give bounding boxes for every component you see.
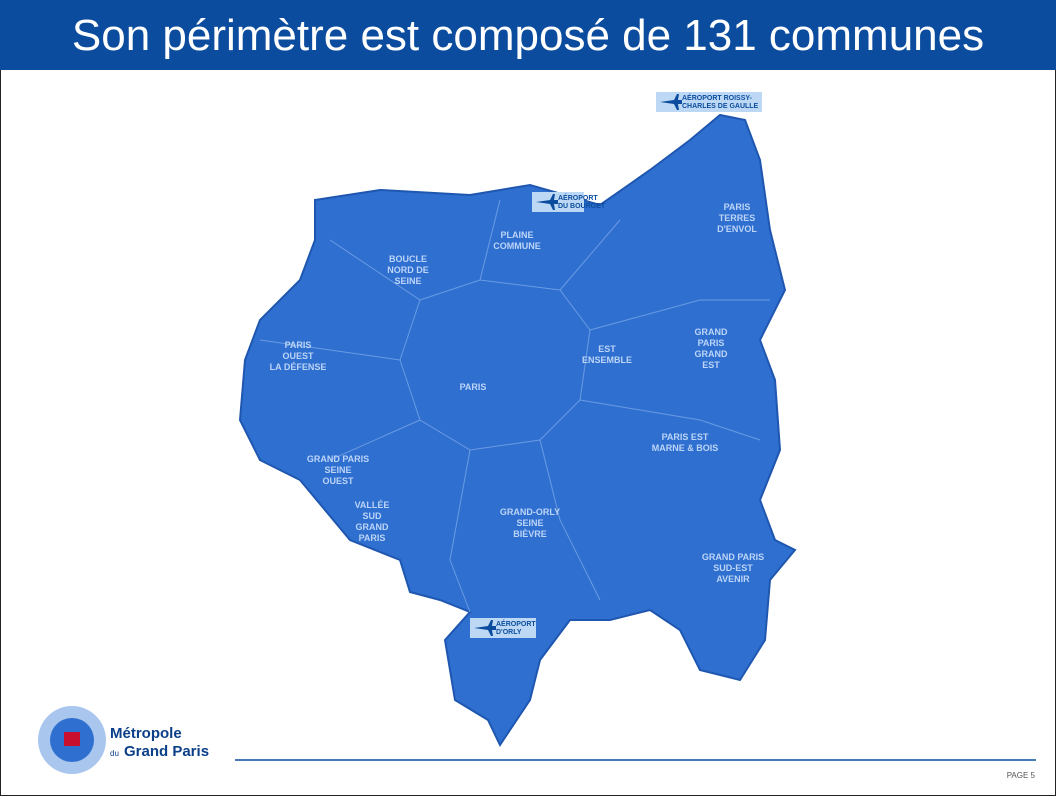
logo-line1: Métropole [110,725,182,742]
airport-label: AÉROPORT [558,193,598,202]
territory-label: COMMUNE [493,241,541,251]
territory-label: GRAND [695,349,728,359]
territory-label: EST [598,344,616,354]
territory-label: PLAINE [500,230,533,240]
territory-label: GRAND PARIS [307,454,369,464]
territory-label: TERRES [719,213,756,223]
territory-label: PARIS [698,338,725,348]
slide-title: Son périmètre est composé de 131 commune… [72,11,984,60]
slide: Son périmètre est composé de 131 commune… [0,0,1056,796]
territory-label: SEINE [516,518,543,528]
territory-label: GRAND [695,327,728,337]
territory-label: PARIS [359,533,386,543]
territory-label: BIÈVRE [513,529,547,539]
territory-label: EST [702,360,720,370]
territory-label: NORD DE [387,265,429,275]
airport-label: CHARLES DE GAULLE [682,103,759,110]
logo-center [64,732,80,746]
airport-label: DU BOURGET [558,203,606,210]
territory-label: SUD-EST [713,563,753,573]
territory-label: AVENIR [716,574,750,584]
territory-label: D'ENVOL [717,224,757,234]
territory-label: GRAND [356,522,389,532]
territory-label: OUEST [282,351,314,361]
territory-label: GRAND PARIS [702,552,764,562]
territory-label: LA DÉFENSE [270,362,327,372]
territory-label: PARIS [724,202,751,212]
territory-label: SUD [362,511,382,521]
airport-label: AÉROPORT [496,619,536,628]
page-number: PAGE 5 [1007,771,1036,780]
airport-label: D'ORLY [496,629,522,636]
logo-line2: Grand Paris [124,743,209,760]
territory-label: OUEST [322,476,354,486]
territory-label: MARNE & BOIS [652,443,719,453]
territory-label: PARIS EST [662,432,709,442]
territory-label: VALLÉE [355,500,390,510]
territory-label: PARIS [285,340,312,350]
logo-prefix: du [110,749,119,758]
airport-label: AÉROPORT ROISSY- [682,93,753,102]
territory-label: PARIS [460,382,487,392]
territory-label: GRAND-ORLY [500,507,560,517]
territory-label: SEINE [394,276,421,286]
territory-label: ENSEMBLE [582,355,632,365]
territory-label: BOUCLE [389,254,427,264]
territory-label: SEINE [324,465,351,475]
